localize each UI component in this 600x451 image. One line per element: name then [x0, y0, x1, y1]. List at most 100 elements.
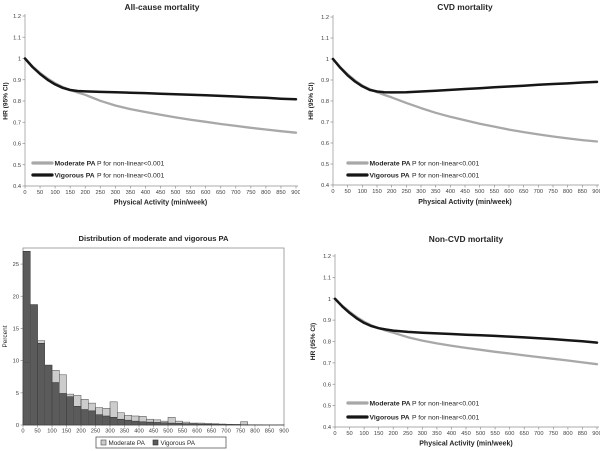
x-tick-label: 600	[504, 189, 514, 195]
x-tick-label: 350	[431, 189, 441, 195]
bar-vigorous-pa	[109, 417, 118, 426]
legend-label-moderate-pa: Moderate PA	[109, 440, 146, 447]
x-tick-label: 500	[475, 189, 485, 195]
bar-vigorous-pa	[102, 415, 111, 426]
x-tick-label: 150	[374, 431, 384, 437]
y-tick-label: 1	[18, 57, 21, 63]
bar-vigorous-pa	[44, 364, 53, 426]
y-tick-label: 1.1	[321, 36, 329, 42]
legend-swatch-moderate-pa	[100, 439, 107, 446]
x-tick-label: 250	[402, 189, 412, 195]
x-tick-label: 850	[276, 190, 286, 196]
y-tick-label: 1.2	[323, 254, 331, 260]
x-tick-label: 400	[447, 431, 457, 437]
x-tick-label: 650	[207, 429, 217, 435]
legend-swatch-vigorous-pa	[152, 439, 159, 446]
x-tick-label: 250	[91, 429, 101, 435]
legend-note-moderate-pa: P for non-linear<0.001	[412, 160, 480, 167]
legend-label-moderate-pa: Moderate PA	[55, 160, 96, 167]
x-tick-label: 850	[578, 431, 588, 437]
x-tick-label: 800	[563, 189, 573, 195]
y-tick-label: 0.9	[321, 78, 329, 84]
y-axis-title: HR (95% CI)	[308, 82, 315, 119]
bar-fill-moderate-pa	[240, 421, 248, 425]
x-tick-label: 800	[261, 190, 271, 196]
y-tick-label: 0.5	[13, 163, 21, 169]
bar-vigorous-pa	[51, 382, 60, 426]
bar-vigorous-pa	[88, 410, 96, 426]
x-tick-label: 750	[548, 189, 558, 195]
x-tick-label: 650	[519, 189, 529, 195]
y-tick-label: 0.4	[13, 184, 21, 190]
bar-fill-moderate-pa	[175, 421, 183, 425]
y-tick-label: 0.9	[13, 78, 21, 84]
legend-label-moderate-pa: Moderate PA	[370, 400, 411, 407]
bar-vigorous-pa	[146, 421, 154, 426]
panel-title-distribution: Distribution of moderate and vigorous PA	[78, 234, 229, 243]
x-tick-label: 150	[65, 190, 75, 196]
series-line-vigorous-pa	[331, 57, 599, 94]
bar-fill-moderate-pa	[117, 412, 125, 425]
x-tick-label: 850	[265, 429, 275, 435]
x-tick-label: 550	[490, 431, 500, 437]
bar-vigorous-pa	[124, 419, 132, 426]
x-axis-title: Physical Activity (min/week)	[418, 199, 512, 206]
x-tick-label: 900	[592, 189, 600, 195]
x-tick-label: 100	[50, 190, 60, 196]
y-axis-title: Percent	[2, 325, 9, 347]
bar-vigorous-pa	[153, 422, 161, 426]
x-tick-label: 850	[578, 189, 588, 195]
x-tick-label: 100	[358, 189, 368, 195]
x-tick-label: 600	[505, 431, 515, 437]
series-line-moderate-pa	[331, 57, 599, 143]
x-tick-label: 150	[372, 189, 382, 195]
y-tick-label: 1.1	[13, 35, 21, 41]
panel-pa-distribution: Distribution of moderate and vigorous PA…	[0, 225, 300, 451]
panel-title-non-cvd: Non-CVD mortality	[428, 234, 504, 244]
x-tick-label: 650	[519, 431, 529, 437]
y-tick-label: 10	[13, 359, 19, 365]
y-tick-label: 0.8	[13, 99, 21, 105]
x-tick-label: 50	[37, 190, 43, 196]
y-tick-label: 0	[16, 423, 19, 429]
legend-note-vigorous-pa: P for non-linear<0.001	[97, 172, 165, 179]
legend-label-moderate-pa: Moderate PA	[370, 160, 411, 167]
x-tick-label: 350	[120, 429, 130, 435]
x-tick-label: 200	[76, 429, 86, 435]
x-tick-label: 0	[21, 429, 24, 435]
legend-label-vigorous-pa: Vigorous PA	[161, 440, 196, 447]
x-tick-label: 900	[592, 431, 600, 437]
bar-vigorous-pa	[138, 421, 147, 426]
x-tick-label: 450	[460, 189, 470, 195]
x-tick-label: 700	[231, 190, 241, 196]
x-tick-label: 550	[178, 429, 188, 435]
y-tick-label: 0.4	[323, 425, 331, 431]
bar-vigorous-pa	[160, 422, 169, 426]
y-tick-label: 0.7	[323, 361, 331, 367]
x-tick-label: 0	[333, 431, 336, 437]
x-axis-title: Physical Activity (min/week)	[114, 200, 208, 207]
bar-outline-moderate-pa	[240, 421, 248, 426]
y-tick-label: 1.2	[13, 14, 21, 20]
x-tick-label: 300	[416, 189, 426, 195]
x-tick-label: 200	[387, 189, 397, 195]
x-tick-label: 700	[534, 189, 544, 195]
legend-note-vigorous-pa: P for non-linear<0.001	[412, 172, 480, 179]
x-tick-label: 100	[47, 429, 57, 435]
y-tick-label: 1	[326, 57, 329, 63]
y-tick-label: 0.8	[321, 99, 329, 105]
legend-label-vigorous-pa: Vigorous PA	[370, 172, 410, 179]
x-tick-label: 350	[432, 431, 442, 437]
x-tick-label: 300	[105, 429, 115, 435]
chart-all-cause-mortality: 0.4 0.5 0.6 0.7 0.8 0.9 1 1.1 1.2 0 50 100 150 200 250…	[3, 14, 300, 207]
x-tick-label: 450	[149, 429, 159, 435]
x-tick-label: 200	[80, 190, 90, 196]
x-tick-label: 900	[279, 429, 289, 435]
y-tick-label: 0.6	[323, 382, 331, 388]
y-tick-label: 0.8	[323, 340, 331, 346]
legend-label-vigorous-pa: Vigorous PA	[55, 172, 95, 179]
x-tick-label: 50	[34, 429, 40, 435]
legend-label-vigorous-pa: Vigorous PA	[370, 414, 410, 421]
x-tick-label: 400	[134, 429, 144, 435]
